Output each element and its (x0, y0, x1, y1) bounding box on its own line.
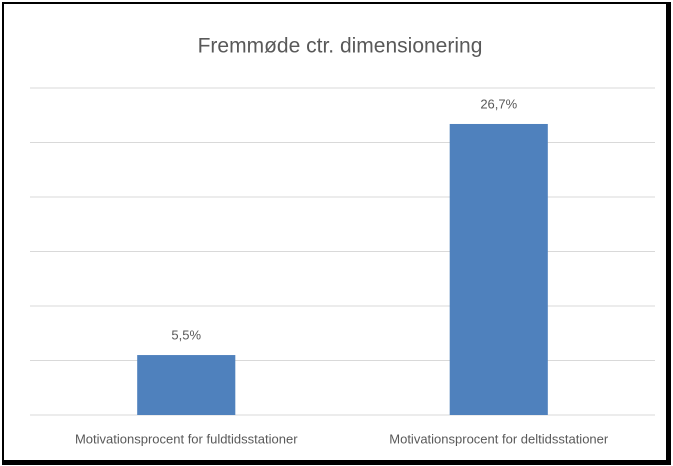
data-label: 5,5% (171, 327, 201, 342)
x-tick-label: Motivationsprocent for fuldtidsstationer (75, 431, 298, 446)
x-tick-label: Motivationsprocent for deltidsstationer (389, 431, 609, 446)
bar (449, 123, 548, 415)
bar (137, 355, 236, 415)
chart-title: Fremmøde ctr. dimensionering (198, 35, 483, 58)
data-label: 26,7% (480, 96, 517, 111)
